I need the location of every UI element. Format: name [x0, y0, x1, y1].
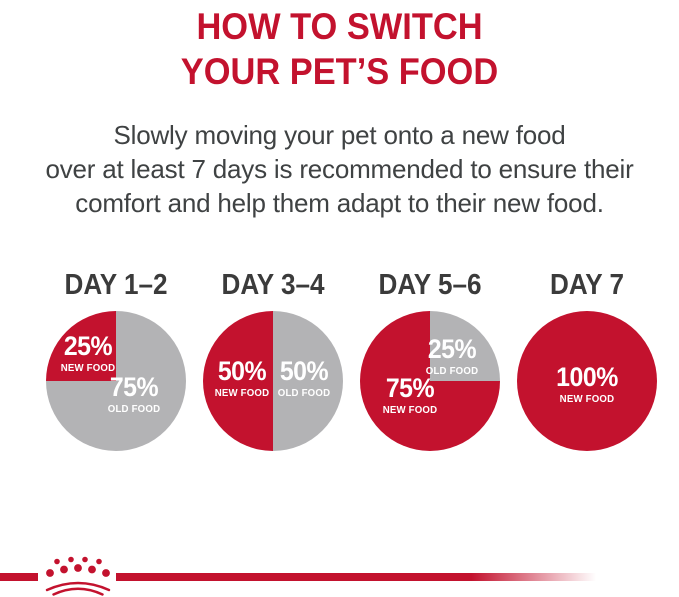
new-food-slice-label: 25% NEW FOOD [60, 330, 116, 374]
old-food-slice-label: 25% OLD FOOD [426, 333, 479, 377]
new-food-slice-label: 50% NEW FOOD [214, 355, 270, 399]
intro-text-line1: Slowly moving your pet onto a new food [113, 120, 566, 150]
old-food-caption: OLD FOOD [107, 402, 161, 415]
new-food-percent: 75% [386, 372, 435, 403]
intro-text-line3: comfort and help them adapt to their new… [75, 188, 604, 218]
new-food-percent: 25% [63, 330, 113, 361]
new-food-caption: NEW FOOD [214, 386, 270, 399]
old-food-percent: 25% [428, 333, 477, 364]
day-column-2: DAY 3–4 50% NEW FOOD 50% OLD FOOD [203, 270, 343, 451]
old-food-slice-label: 50% OLD FOOD [277, 355, 331, 399]
day-column-4: DAY 7 100% NEW FOOD [517, 270, 657, 451]
new-food-percent: 100% [556, 361, 618, 392]
new-food-caption: NEW FOOD [559, 392, 615, 405]
old-food-slice-label: 75% OLD FOOD [108, 373, 160, 414]
old-food-caption: OLD FOOD [426, 364, 479, 377]
new-food-caption: NEW FOOD [383, 403, 438, 416]
day-column-3: DAY 5–6 25% OLD FOOD 75% NEW FOOD [360, 270, 500, 451]
pie-chart-day-3-4: 50% NEW FOOD 50% OLD FOOD [203, 311, 343, 451]
new-food-slice-label: 75% NEW FOOD [383, 372, 438, 416]
page-title-line1: HOW TO SWITCH [196, 6, 483, 47]
new-food-caption: NEW FOOD [60, 361, 116, 374]
day-3-4-heading: DAY 3–4 [221, 269, 325, 301]
old-food-percent: 50% [279, 355, 329, 386]
intro-text-line2: over at least 7 days is recommended to e… [45, 154, 634, 184]
food-transition-chart: DAY 1–2 25% NEW FOOD 75% OLD FOOD DAY 3–… [0, 270, 679, 451]
pie-chart-day-5-6: 25% OLD FOOD 75% NEW FOOD [360, 311, 500, 451]
day-7-heading: DAY 7 [549, 269, 624, 301]
pie-chart-day-1-2: 25% NEW FOOD 75% OLD FOOD [46, 311, 186, 451]
day-column-1: DAY 1–2 25% NEW FOOD 75% OLD FOOD [46, 270, 186, 451]
old-food-percent: 75% [110, 371, 159, 402]
footer-rule-right [116, 573, 596, 581]
day-5-6-heading: DAY 5–6 [378, 269, 482, 301]
header: HOW TO SWITCH YOUR PET’S FOOD Slowly mov… [0, 0, 679, 220]
footer-rule-left [0, 573, 38, 581]
intro-text: Slowly moving your pet onto a new food o… [0, 118, 679, 220]
new-food-slice-label: 100% NEW FOOD [556, 361, 618, 405]
old-food-caption: OLD FOOD [277, 386, 331, 399]
page-title-line2: YOUR PET’S FOOD [180, 51, 499, 92]
pie-chart-day-7: 100% NEW FOOD [517, 311, 657, 451]
royal-canin-crown-icon [45, 556, 111, 596]
footer-brand-band [0, 554, 679, 596]
page-title: HOW TO SWITCH YOUR PET’S FOOD [0, 0, 679, 94]
day-1-2-heading: DAY 1–2 [64, 269, 168, 301]
new-food-percent: 50% [218, 355, 267, 386]
